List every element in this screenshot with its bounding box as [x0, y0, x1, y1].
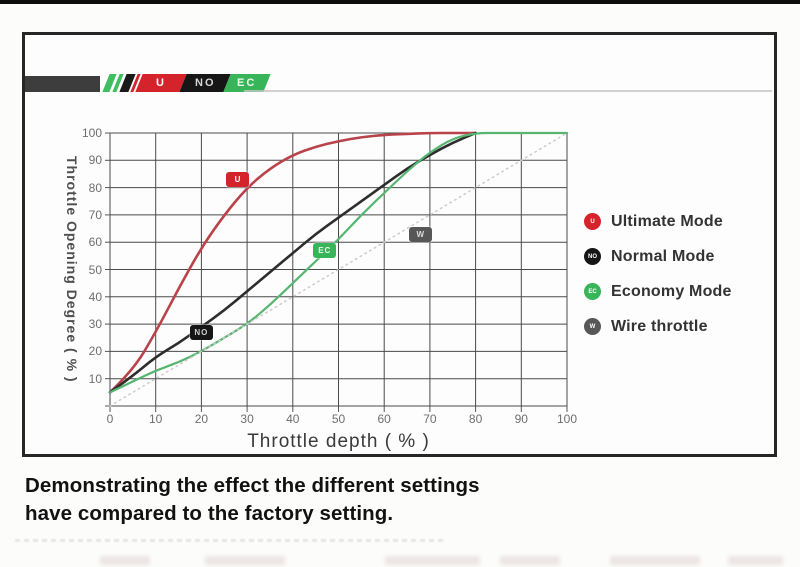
caption-line-1: Demonstrating the effect the different s…	[25, 474, 480, 497]
caption-line-2: have compared to the factory setting.	[25, 502, 394, 525]
y-tick-label: 10	[88, 371, 102, 386]
artifact-blob	[385, 556, 480, 565]
legend-label-wire: Wire throttle	[611, 317, 708, 335]
legend-label-economy: Economy Mode	[611, 282, 732, 300]
chart-legend: U Ultimate Mode NO Normal Mode EC Econom…	[584, 213, 732, 335]
x-tick-label: 60	[377, 412, 391, 426]
x-tick-label: 0	[106, 412, 114, 426]
plot-area: U NO EC W 0 10 20 30 40 50 60 70 80 90 100 10 20 30 40 50…	[82, 126, 577, 426]
legend-item-wire: W Wire throttle	[584, 318, 732, 335]
x-tick-label: 90	[514, 412, 528, 426]
legend-item-ultimate: U Ultimate Mode	[584, 213, 732, 230]
y-tick-label: 40	[88, 289, 102, 304]
x-tick-label: 20	[194, 412, 209, 426]
y-axis-title-text: Throttle Opening Degree ( % )	[64, 156, 80, 383]
logo-badge-economy-label: EC	[237, 77, 257, 89]
x-tick-label: 70	[423, 412, 437, 426]
x-axis-title: Throttle depth ( % )	[247, 431, 430, 452]
legend-label-ultimate: Ultimate Mode	[611, 212, 723, 230]
legend-swatch-wire-icon: W	[584, 318, 601, 335]
top-border-strip	[0, 0, 800, 4]
x-tick-label: 50	[331, 412, 346, 426]
legend-label-normal: Normal Mode	[611, 247, 715, 265]
artifact-blob	[205, 556, 285, 565]
logo-badge-normal-label: NO	[194, 77, 216, 89]
x-tick-label: 30	[240, 412, 254, 426]
logo-badge-normal: NO	[179, 74, 231, 92]
legend-swatch-ultimate-icon: U	[584, 213, 601, 230]
logo-badge-ultimate: U	[135, 74, 187, 92]
legend-item-normal: NO Normal Mode	[584, 248, 732, 265]
legend-swatch-economy-icon: EC	[584, 283, 601, 300]
x-tick-label: 40	[286, 412, 300, 426]
x-tick-label: 80	[468, 412, 483, 426]
x-tick-label: 10	[149, 412, 163, 426]
chart-canvas	[105, 131, 569, 412]
x-tick-label: 100	[556, 412, 578, 426]
y-tick-label: 30	[88, 317, 102, 332]
artifact-blob	[610, 556, 700, 565]
artifact-blob	[100, 556, 150, 565]
y-tick-label: 100	[81, 126, 102, 140]
logo-badge-ultimate-label: U	[156, 77, 166, 89]
y-tick-label: 80	[88, 180, 102, 195]
legend-item-economy: EC Economy Mode	[584, 283, 732, 300]
y-axis-title: Throttle Opening Degree ( % )	[60, 133, 84, 406]
y-tick-label: 70	[88, 207, 102, 222]
y-tick-label: 90	[88, 153, 102, 168]
artifact-blob	[500, 556, 560, 565]
y-tick-label: 50	[88, 262, 102, 277]
y-tick-label: 60	[88, 235, 102, 250]
chart-panel	[22, 32, 777, 457]
logo-gray-bar	[25, 76, 100, 92]
y-tick-label: 20	[88, 344, 102, 359]
cutoff-artifact-blobs	[0, 556, 800, 566]
artifact-blob	[728, 556, 783, 565]
legend-swatch-normal-icon: NO	[584, 248, 601, 265]
figure-caption: Demonstrating the effect the different s…	[25, 472, 480, 528]
logo-rule-line	[244, 90, 772, 92]
cutoff-artifact-line	[15, 539, 445, 542]
